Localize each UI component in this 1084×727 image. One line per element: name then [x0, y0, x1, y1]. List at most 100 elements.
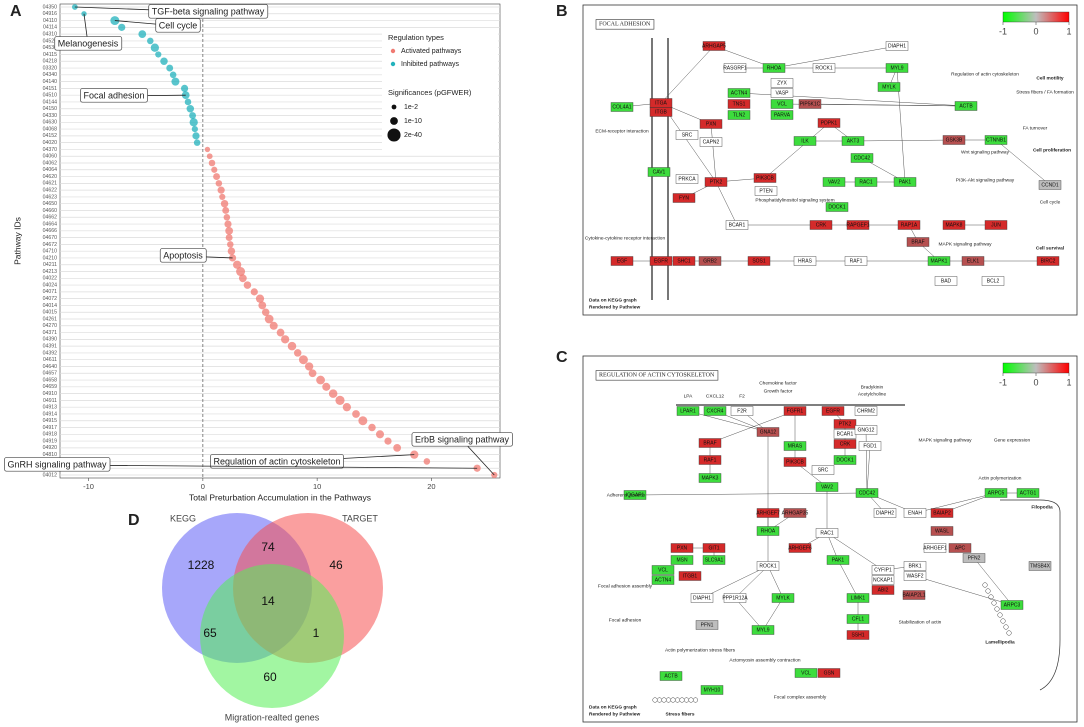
point [147, 37, 154, 45]
gene-node [954, 101, 978, 111]
gene-label: VASP [776, 91, 790, 97]
point [287, 341, 297, 351]
point [217, 186, 225, 194]
diagram-footer: Data on KEGG graph [589, 297, 637, 303]
gene-node [670, 543, 694, 553]
diagram-edge [710, 123, 717, 183]
gene-label: ARHGEF6 [788, 546, 812, 552]
gene-node [871, 575, 895, 585]
y-tick-label: 04114 [43, 25, 57, 31]
annotation-box [210, 454, 344, 469]
gene-node [793, 136, 817, 146]
actin-filament [656, 697, 663, 703]
diagram-edge [914, 575, 1013, 606]
gene-node [793, 256, 817, 266]
gene-node [817, 118, 841, 128]
gene-node [672, 193, 696, 203]
gene-node [770, 110, 794, 120]
colorbar-tick-label: -1 [999, 377, 1007, 387]
y-tick-label: 04371 [43, 330, 58, 336]
diagram-edge [767, 565, 784, 599]
gene-label: PTK2 [839, 422, 852, 428]
gene-node [903, 571, 927, 581]
point [250, 288, 258, 296]
gene-label: MYLK [776, 596, 790, 602]
point [255, 294, 265, 303]
gene-label: TNS1 [733, 102, 746, 108]
gene-label: ARPC3 [1004, 603, 1021, 609]
diagram-edge [852, 139, 955, 142]
gene-label: EGFR [654, 259, 668, 265]
y-tick-label: 04622 [43, 188, 58, 194]
y-tick-label: 04151 [43, 86, 58, 92]
gene-label: BIRC2 [1041, 259, 1056, 265]
y-tick-label: 04152 [43, 133, 58, 139]
y-tick-label: 04210 [43, 255, 58, 261]
y-tick-label: 04062 [43, 160, 58, 166]
gene-node [846, 593, 870, 603]
diagram-edge [715, 181, 738, 226]
annotation-box [159, 248, 207, 263]
gene-label: PRKCA [678, 177, 696, 183]
gene-node [923, 543, 947, 553]
point [166, 64, 174, 72]
venn-count: 1228 [188, 558, 215, 572]
point [193, 139, 201, 146]
y-tick-label: 04664 [43, 221, 58, 227]
point [258, 301, 267, 310]
gene-label: ARHGAP5 [702, 44, 726, 50]
venn-set-label: TARGET [342, 513, 378, 523]
diagram-title-box [595, 370, 719, 381]
colorbar [1002, 11, 1070, 23]
diagram-note: Regulation of actin cytoskeleton [951, 71, 1019, 77]
point [150, 43, 160, 52]
y-tick-label: 04370 [43, 147, 58, 153]
gene-label: EGFR [826, 409, 840, 415]
point [316, 375, 325, 385]
diagram-title: REGULATION OF ACTIN CYTOSKELETON [599, 372, 715, 378]
gene-label: CFL1 [852, 617, 864, 623]
gene-label: VCL [777, 102, 787, 108]
gene-label: APC [955, 546, 966, 552]
colorbar-tick-label: 1 [1066, 26, 1071, 36]
annotation-label: ErbB signaling pathway [415, 434, 510, 444]
x-tick-label: 10 [313, 482, 321, 491]
point [171, 77, 180, 86]
gene-node [651, 565, 675, 575]
gene-node [698, 455, 722, 465]
gene-node [885, 41, 909, 51]
point [328, 389, 338, 398]
gene-label: FGD1 [863, 444, 877, 450]
gene-label: PIP5K1C [800, 102, 821, 108]
y-tick-label: 04390 [43, 337, 58, 343]
point [308, 369, 317, 378]
y-tick-label: 04917 [43, 425, 58, 431]
y-tick-label: 04620 [43, 174, 58, 180]
gene-node [930, 508, 954, 518]
point [264, 314, 274, 324]
point [358, 416, 368, 426]
point [393, 443, 402, 452]
gene-node [756, 508, 780, 518]
gene-node [1016, 488, 1040, 498]
gene-node [783, 508, 807, 518]
y-tick-label: 04666 [43, 228, 58, 234]
point [224, 220, 232, 228]
gene-label: ILK [801, 139, 809, 145]
gene-node [690, 593, 714, 603]
gene-label: MYL9 [890, 66, 903, 72]
venn-set-label: Migration-realted genes [225, 712, 320, 722]
gene-label: PTEN [759, 189, 773, 195]
y-tick-label: 04392 [43, 350, 58, 356]
gene-node [699, 119, 723, 129]
gene-label: CAPN2 [703, 140, 720, 146]
gene-label: ENAH [908, 511, 922, 517]
gene-label: GNG12 [858, 428, 875, 434]
gene-label: PAK1 [832, 558, 845, 564]
annotation-box [80, 88, 148, 103]
gene-label: CYFIP1 [874, 568, 892, 574]
y-tick-label: 04621 [43, 181, 58, 187]
gene-label: DIAPH1 [888, 44, 906, 50]
gene-label: RHOA [761, 529, 776, 535]
gene-label: VCL [658, 568, 668, 574]
